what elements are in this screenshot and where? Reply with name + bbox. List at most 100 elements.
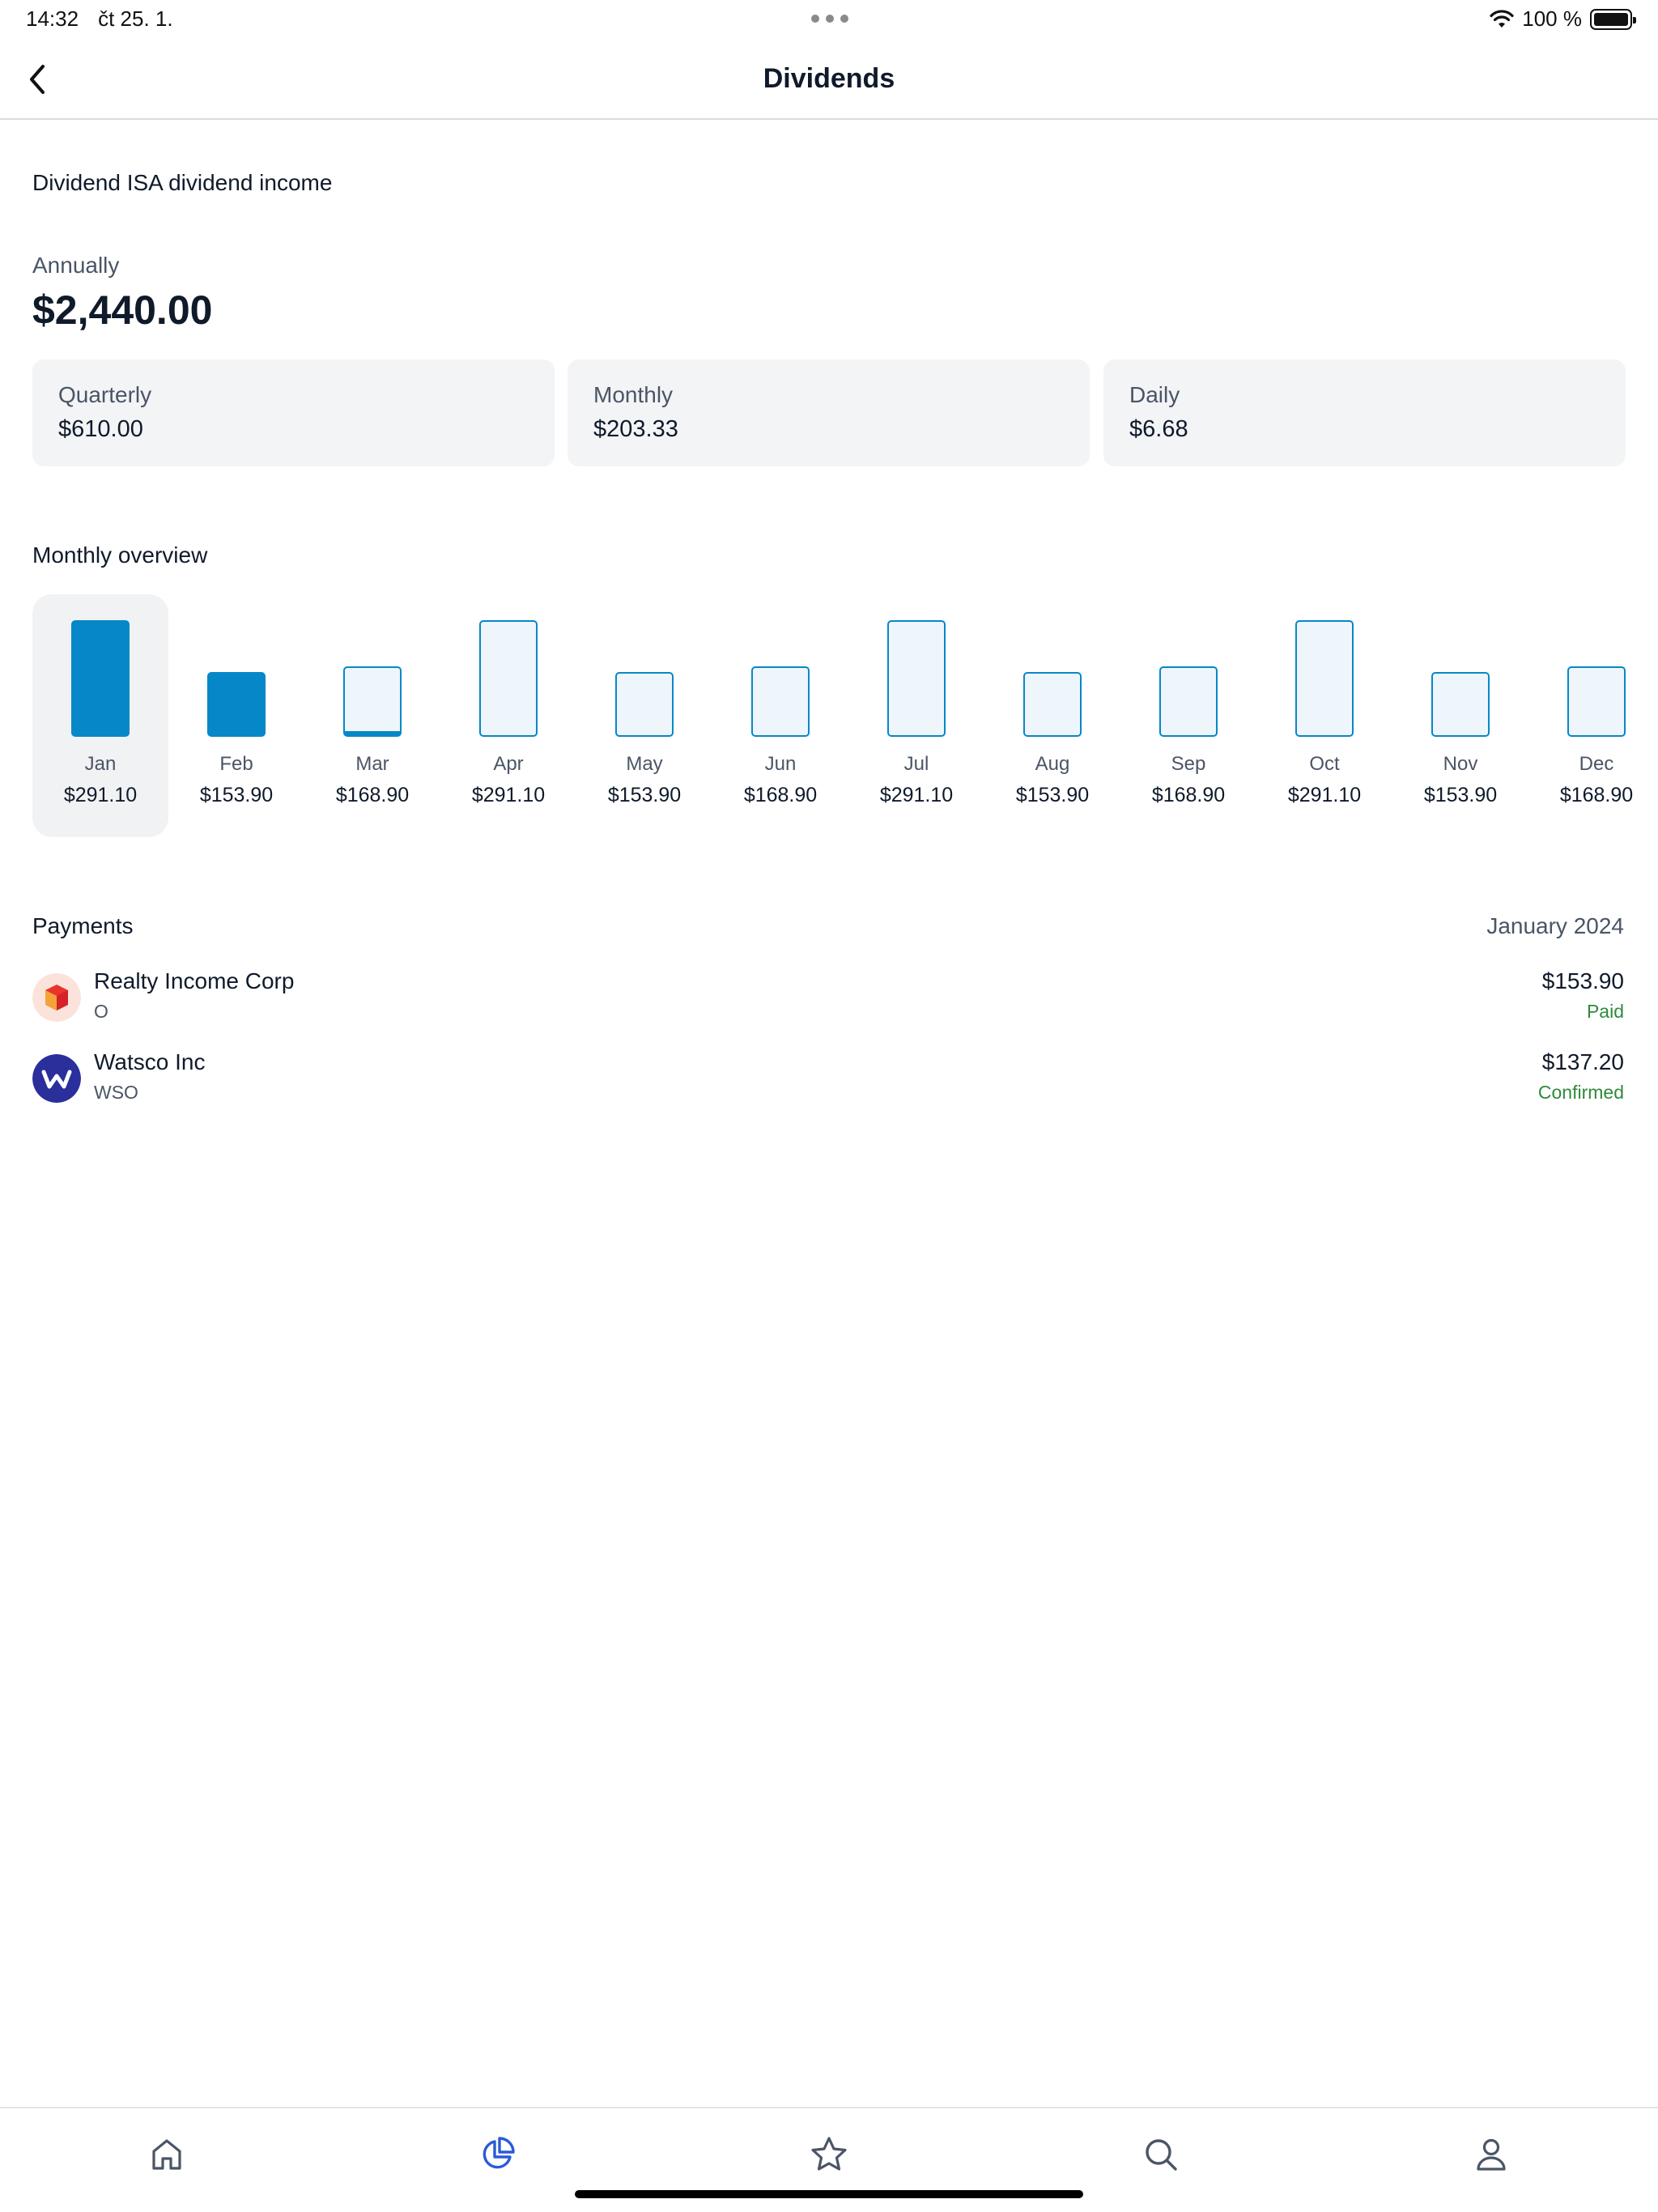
nav-header: Dividends <box>0 39 1658 120</box>
month-mar[interactable]: Mar $168.90 <box>304 594 440 837</box>
month-bar <box>1159 666 1218 737</box>
payment-row-realty-income[interactable]: Realty Income Corp O $153.90 Paid <box>32 968 1624 1033</box>
month-bar-paid-fill <box>345 731 400 735</box>
month-bar <box>1431 672 1490 737</box>
month-value: $153.90 <box>199 784 274 806</box>
payment-status: Confirmed <box>1537 1082 1624 1103</box>
month-label: Aug <box>1035 753 1070 775</box>
payment-amount: $153.90 <box>1541 968 1624 993</box>
month-value: $153.90 <box>1015 784 1090 806</box>
star-icon <box>811 2137 847 2171</box>
month-may[interactable]: May $153.90 <box>576 594 712 837</box>
month-label: Oct <box>1309 753 1340 775</box>
realty-income-logo-icon <box>32 973 81 1022</box>
monthly-overview-title: Monthly overview <box>32 542 208 568</box>
stat-value: $610.00 <box>58 416 143 442</box>
payment-amount: $137.20 <box>1541 1049 1624 1074</box>
month-value: $153.90 <box>1423 784 1498 806</box>
month-jun[interactable]: Jun $168.90 <box>712 594 848 837</box>
chevron-left-icon <box>30 65 45 94</box>
status-date: čt 25. 1. <box>98 6 173 31</box>
annual-value: $2,440.00 <box>32 287 213 333</box>
month-aug[interactable]: Aug $153.90 <box>984 594 1120 837</box>
payments-period: January 2024 <box>1486 913 1624 938</box>
month-nov[interactable]: Nov $153.90 <box>1392 594 1528 837</box>
month-value: $291.10 <box>471 784 546 806</box>
stat-value: $6.68 <box>1129 416 1188 442</box>
month-value: $168.90 <box>743 784 818 806</box>
payment-company-name: Watsco Inc <box>94 1049 206 1074</box>
month-label: Dec <box>1579 753 1614 775</box>
month-value: $291.10 <box>63 784 138 806</box>
month-bar <box>615 672 674 737</box>
month-bar <box>343 666 402 737</box>
daily-card: Daily $6.68 <box>1103 359 1626 466</box>
back-button[interactable] <box>15 57 60 102</box>
month-bar <box>207 672 266 737</box>
month-value: $168.90 <box>1559 784 1634 806</box>
quarterly-card: Quarterly $610.00 <box>32 359 555 466</box>
payment-status: Paid <box>1586 1001 1624 1022</box>
month-label: Feb <box>219 753 253 775</box>
month-label: Sep <box>1171 753 1206 775</box>
payments-title: Payments <box>32 913 134 938</box>
monthly-overview-chart[interactable]: Jan $291.10 Feb $153.90 Mar $168.90 Apr $291.10… <box>0 594 1658 837</box>
month-value: $291.10 <box>879 784 954 806</box>
month-label: Jul <box>903 753 929 775</box>
payment-ticker: O <box>94 1001 108 1022</box>
tab-watchlist[interactable] <box>797 2126 861 2183</box>
portfolio-pie-icon <box>483 2137 515 2169</box>
month-bar <box>1023 672 1082 737</box>
month-value: $291.10 <box>1287 784 1362 806</box>
tab-home[interactable] <box>134 2126 199 2183</box>
tab-bar <box>0 2107 1658 2212</box>
profile-icon <box>1477 2138 1506 2171</box>
month-bar <box>751 666 810 737</box>
home-icon <box>152 2139 181 2170</box>
tab-profile[interactable] <box>1459 2126 1524 2183</box>
stat-label: Daily <box>1129 382 1180 407</box>
status-time: 14:32 <box>26 6 79 31</box>
month-jul[interactable]: Jul $291.10 <box>848 594 984 837</box>
battery-percent: 100 % <box>1522 6 1582 31</box>
month-label: Mar <box>355 753 389 775</box>
month-label: Jan <box>84 753 117 775</box>
tab-search[interactable] <box>1129 2126 1193 2183</box>
month-label: May <box>626 753 663 775</box>
month-label: Nov <box>1443 753 1478 775</box>
month-value: $168.90 <box>335 784 410 806</box>
month-feb[interactable]: Feb $153.90 <box>168 594 304 837</box>
month-apr[interactable]: Apr $291.10 <box>440 594 576 837</box>
month-value: $168.90 <box>1151 784 1226 806</box>
month-bar <box>1567 666 1626 737</box>
wifi-icon <box>1490 9 1514 28</box>
payments-header: Payments January 2024 <box>32 913 1624 939</box>
month-label: Apr <box>493 753 524 775</box>
month-dec[interactable]: Dec $168.90 <box>1528 594 1658 837</box>
month-value: $153.90 <box>607 784 682 806</box>
month-label: Jun <box>764 753 797 775</box>
stat-label: Monthly <box>593 382 674 407</box>
stat-label: Quarterly <box>58 382 152 407</box>
home-indicator[interactable] <box>575 2190 1083 2198</box>
battery-icon <box>1590 8 1636 30</box>
month-oct[interactable]: Oct $291.10 <box>1256 594 1392 837</box>
multitasking-dots-icon[interactable] <box>811 15 848 23</box>
month-sep[interactable]: Sep $168.90 <box>1120 594 1256 837</box>
annual-label: Annually <box>32 253 120 278</box>
month-bar <box>887 620 946 737</box>
account-income-title: Dividend ISA dividend income <box>32 170 333 195</box>
monthly-card: Monthly $203.33 <box>568 359 1090 466</box>
stat-value: $203.33 <box>593 416 678 442</box>
tab-portfolio[interactable] <box>465 2126 529 2183</box>
page-title: Dividends <box>763 63 895 94</box>
month-bar <box>479 620 538 737</box>
search-icon <box>1146 2139 1177 2171</box>
month-jan[interactable]: Jan $291.10 <box>32 594 168 837</box>
payment-row-watsco[interactable]: Watsco Inc WSO $137.20 Confirmed <box>32 1049 1624 1114</box>
payment-ticker: WSO <box>94 1082 138 1103</box>
status-bar: 14:32 čt 25. 1. 100 % <box>0 0 1658 39</box>
payment-company-name: Realty Income Corp <box>94 968 295 993</box>
watsco-logo-icon <box>32 1054 81 1103</box>
month-bar <box>1295 620 1354 737</box>
